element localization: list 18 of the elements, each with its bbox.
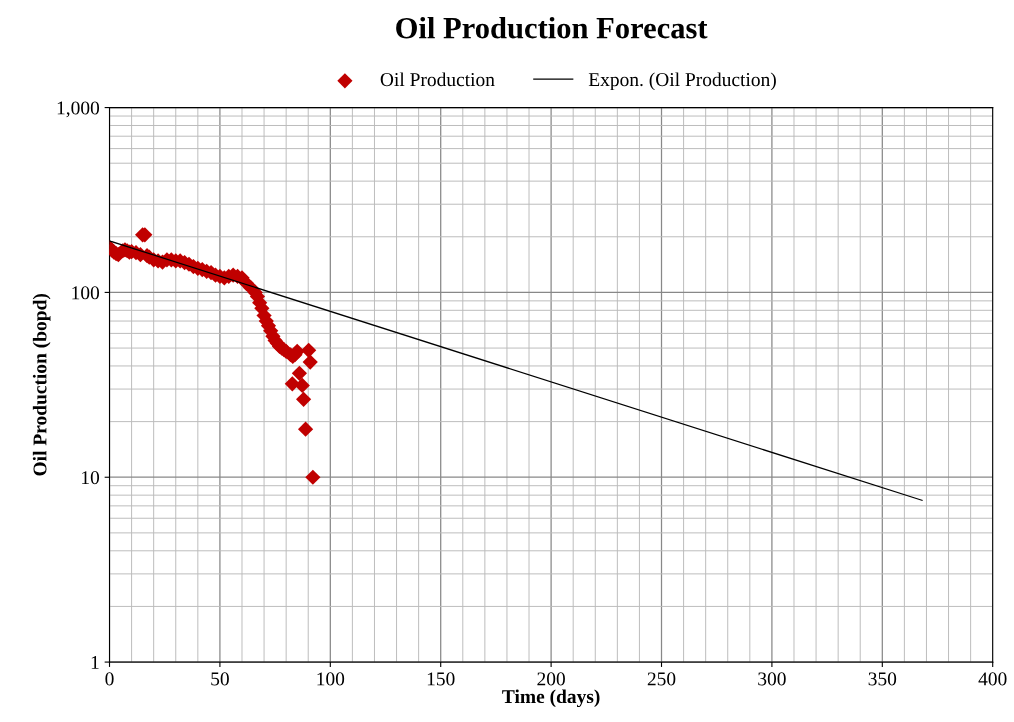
chart-title: Oil Production Forecast: [396, 16, 708, 39]
x-tick-label: 300: [758, 672, 786, 686]
x-tick-label: 250: [647, 672, 676, 686]
x-tick-label: 150: [427, 672, 455, 686]
x-tick-label: 200: [537, 672, 565, 686]
y-tick-label: 100: [72, 286, 100, 300]
x-tick-label: 50: [211, 672, 229, 686]
x-axis-title: Time (days): [502, 689, 600, 708]
legend-label: Expon. (Oil Production): [588, 72, 776, 91]
x-tick-label: 0: [105, 672, 114, 686]
legend-label: Oil Production: [380, 72, 495, 87]
x-tick-label: 100: [317, 672, 345, 686]
y-axis-title: Oil Production (bopd): [32, 294, 51, 476]
y-tick-label: 10: [82, 471, 100, 485]
x-tick-label: 350: [868, 672, 897, 686]
y-tick-label: 1: [91, 655, 99, 669]
y-tick-label: 1,000: [57, 101, 100, 118]
x-tick-label: 400: [978, 672, 1007, 686]
